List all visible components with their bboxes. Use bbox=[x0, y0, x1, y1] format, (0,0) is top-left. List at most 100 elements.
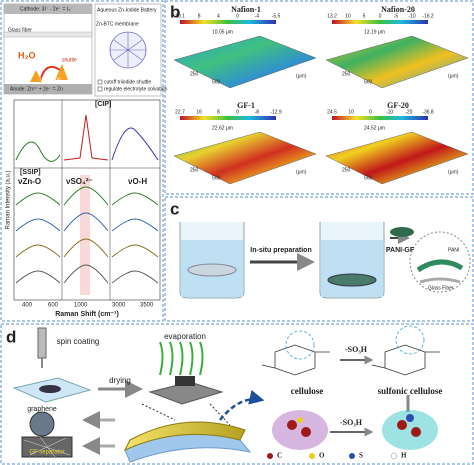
process-drawings-part bbox=[123, 421, 246, 452]
dft-models-part bbox=[287, 420, 297, 430]
color-bar-label: -4 bbox=[255, 13, 260, 19]
beakers-part bbox=[390, 227, 414, 237]
panel-a: a Cathode: 3I⁻ - 2e⁻ = I₃⁻ Glass fiber H… bbox=[3, 1, 168, 318]
dft-models-part bbox=[406, 414, 414, 422]
mechanism-box-part bbox=[97, 86, 103, 92]
color-bar-label: -20 bbox=[405, 109, 412, 115]
map-title: GF-1 bbox=[237, 101, 255, 110]
x-axis-label: Raman Shift (cm⁻¹) bbox=[55, 311, 119, 318]
panel-label: c bbox=[170, 199, 179, 218]
process-drawings-part bbox=[39, 385, 61, 393]
raman-trace bbox=[111, 218, 159, 232]
molecule-structures-part bbox=[371, 351, 440, 369]
beakers bbox=[179, 222, 471, 299]
panel-c: c In-situ preparation PANI-GF PANI Glass… bbox=[170, 199, 471, 299]
axis-label: 250 bbox=[190, 71, 199, 77]
axis-label: (μm) bbox=[296, 169, 307, 175]
raman-plots-part bbox=[15, 141, 61, 162]
raman-trace bbox=[15, 218, 61, 232]
surface-map bbox=[173, 131, 317, 185]
panel-frames-part bbox=[0, 323, 474, 465]
dft-models bbox=[267, 410, 438, 460]
step-label: evaporation bbox=[164, 332, 206, 341]
molecule-structures-part bbox=[261, 351, 330, 369]
battery-title: Aqueous Zn-Iodide Battery bbox=[97, 7, 157, 13]
molecule-structures-part bbox=[384, 344, 426, 376]
species-label: [CIP] bbox=[95, 101, 111, 108]
color-bar-label: -36.8 bbox=[422, 109, 434, 115]
color-bar-label: -5.5 bbox=[272, 13, 281, 19]
dft-models-part bbox=[267, 453, 273, 459]
raman-curves bbox=[15, 186, 159, 284]
dft-models-part bbox=[382, 410, 438, 450]
panel-frames-part bbox=[164, 0, 474, 195]
color-bar-label: -10 bbox=[408, 13, 415, 19]
color-bar-label: 10.1 bbox=[175, 13, 185, 19]
max-height: 24.52 μm bbox=[364, 125, 385, 131]
cathode-equation: Cathode: 3I⁻ - 2e⁻ = I₃⁻ bbox=[20, 6, 73, 12]
anode-equation: Anode: Zn²⁺ + 2e⁻ = Zn bbox=[10, 86, 63, 92]
mechanism-box bbox=[94, 3, 162, 97]
axis-label: 250 bbox=[190, 167, 199, 173]
mode-label: νO-H bbox=[128, 177, 147, 186]
raman-trace bbox=[15, 270, 61, 284]
raman-trace bbox=[111, 244, 159, 258]
glass-fiber-label: Glass fiber bbox=[8, 27, 32, 33]
panel-frames-part bbox=[0, 0, 164, 322]
panel-frames-part bbox=[164, 196, 474, 322]
process-drawings-part bbox=[141, 403, 231, 426]
process-drawings bbox=[12, 327, 265, 463]
panel-label: d bbox=[6, 327, 16, 346]
step-label: In-situ preparation bbox=[250, 247, 311, 254]
color-bar bbox=[332, 20, 428, 24]
step-label: drying bbox=[109, 376, 131, 385]
mechanism-box-part bbox=[110, 32, 146, 68]
element-legend: C bbox=[277, 452, 282, 460]
map-title: Nafion-20 bbox=[381, 5, 415, 14]
raman-plots-part bbox=[80, 175, 90, 295]
raman-trace bbox=[63, 264, 109, 284]
axis-label: 250 bbox=[342, 71, 351, 77]
zoom-label: Glass Fiber bbox=[428, 285, 454, 291]
raman-trace bbox=[111, 270, 159, 284]
dft-models-part bbox=[301, 427, 311, 437]
panel-d: d spin coating drying evaporation graphe… bbox=[6, 325, 443, 463]
surface-map bbox=[325, 131, 469, 185]
process-drawings-part bbox=[175, 376, 195, 386]
color-bar-label: 0 bbox=[236, 109, 239, 115]
axis-label: 500 bbox=[212, 79, 221, 85]
color-bar-label: 4 bbox=[217, 13, 220, 19]
x-tick-label: 3500 bbox=[140, 303, 154, 309]
raman-trace bbox=[63, 238, 109, 258]
molecule-structures-part bbox=[274, 344, 316, 376]
axis-label: 500 bbox=[364, 79, 373, 85]
color-bar bbox=[180, 20, 276, 24]
x-tick-label: 600 bbox=[48, 303, 59, 309]
max-height: 13.19 μm bbox=[364, 29, 385, 35]
element-legend: S bbox=[359, 452, 363, 460]
panel-label: b bbox=[170, 2, 180, 21]
color-bar-label: -5 bbox=[394, 13, 399, 19]
color-bar-label: 8 bbox=[217, 109, 220, 115]
cell-schematic-part bbox=[39, 66, 61, 83]
axis-label: (μm) bbox=[296, 73, 307, 79]
sulfonic-label: sulfonic cellulose bbox=[378, 386, 443, 396]
color-bar-label: -12.9 bbox=[270, 109, 282, 115]
process-drawings-part bbox=[29, 411, 55, 437]
axis-label: 250 bbox=[342, 167, 351, 173]
mechanism-box-part bbox=[97, 79, 103, 85]
reaction-label: -SO₃H bbox=[345, 345, 368, 354]
molecule-structures-part bbox=[285, 330, 315, 360]
map-title: Nafion-1 bbox=[231, 5, 261, 14]
color-bar bbox=[180, 116, 276, 120]
color-bar-label: 10 bbox=[345, 13, 351, 19]
axis-label: 500 bbox=[364, 175, 373, 181]
max-height: 22.62 μm bbox=[212, 125, 233, 131]
raman-trace bbox=[63, 212, 109, 232]
color-bar-label: 24.5 bbox=[327, 109, 337, 115]
axis-label: (μm) bbox=[448, 169, 459, 175]
element-legend: O bbox=[319, 452, 325, 460]
color-bar-label: 0 bbox=[236, 13, 239, 19]
product-label: PANI-GF bbox=[386, 247, 415, 254]
